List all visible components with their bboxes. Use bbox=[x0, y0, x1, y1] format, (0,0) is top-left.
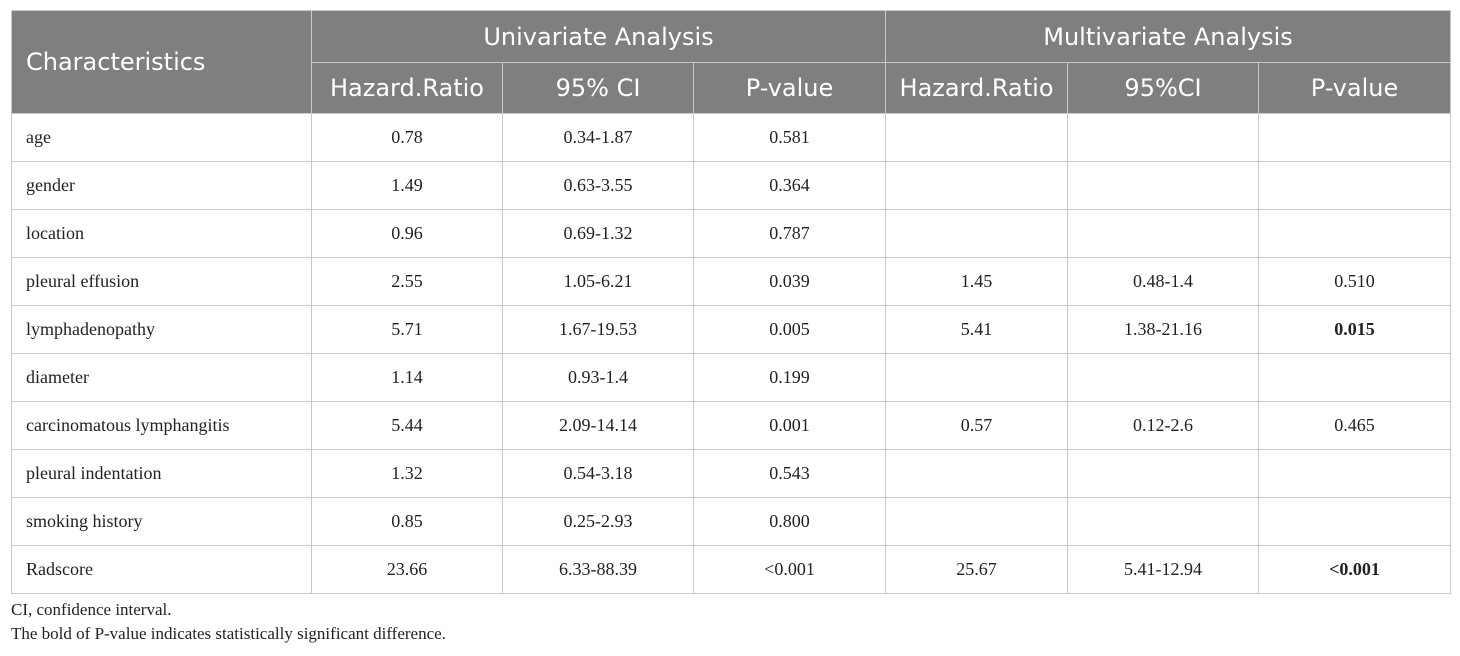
multi-ci-cell bbox=[1067, 353, 1260, 402]
multi-hazard-ratio-cell bbox=[885, 113, 1069, 162]
footnotes: CI, confidence interval. The bold of P-v… bbox=[11, 598, 446, 646]
uni-hazard-ratio-cell: 5.44 bbox=[311, 401, 503, 450]
table-row: pleural effusion 2.55 1.05-6.21 0.039 1.45 0.… bbox=[11, 257, 1452, 306]
uni-hazard-ratio-cell: 0.78 bbox=[311, 113, 503, 162]
uni-p-value-cell: 0.005 bbox=[692, 305, 887, 354]
multi-hazard-ratio-cell bbox=[885, 497, 1069, 546]
table-row: age 0.78 0.34-1.87 0.581 bbox=[11, 113, 1452, 162]
multi-hazard-ratio-header: Hazard.Ratio bbox=[885, 62, 1069, 114]
multi-ci-cell bbox=[1067, 209, 1260, 258]
row-label: pleural indentation bbox=[11, 449, 312, 498]
uni-p-value-cell: 0.800 bbox=[692, 497, 887, 546]
multi-p-value-cell bbox=[1258, 449, 1452, 498]
uni-ci-cell: 1.67-19.53 bbox=[502, 305, 694, 354]
multi-hazard-ratio-cell: 5.41 bbox=[885, 305, 1069, 354]
uni-hazard-ratio-cell: 23.66 bbox=[311, 545, 503, 594]
row-label: age bbox=[11, 113, 312, 162]
uni-ci-cell: 0.63-3.55 bbox=[502, 161, 694, 210]
multivariate-header: Multivariate Analysis bbox=[885, 10, 1452, 63]
uni-ci-cell: 0.93-1.4 bbox=[502, 353, 694, 402]
uni-ci-cell: 0.69-1.32 bbox=[502, 209, 694, 258]
multi-hazard-ratio-cell bbox=[885, 161, 1069, 210]
multi-p-value-cell bbox=[1258, 161, 1452, 210]
table-row: location 0.96 0.69-1.32 0.787 bbox=[11, 209, 1452, 258]
multi-p-value-cell bbox=[1258, 209, 1452, 258]
multi-p-value-cell bbox=[1258, 113, 1452, 162]
uni-p-value-header: P-value bbox=[692, 62, 887, 114]
uni-p-value-cell: <0.001 bbox=[692, 545, 887, 594]
characteristics-header: Characteristics bbox=[11, 10, 312, 114]
multi-p-value-cell: 0.015 bbox=[1258, 305, 1452, 354]
multi-p-value-header: P-value bbox=[1258, 62, 1452, 114]
multi-ci-cell bbox=[1067, 449, 1260, 498]
uni-hazard-ratio-header: Hazard.Ratio bbox=[311, 62, 503, 114]
uni-hazard-ratio-cell: 1.49 bbox=[311, 161, 503, 210]
table-row: diameter 1.14 0.93-1.4 0.199 bbox=[11, 353, 1452, 402]
multi-hazard-ratio-cell: 0.57 bbox=[885, 401, 1069, 450]
multi-hazard-ratio-cell: 25.67 bbox=[885, 545, 1069, 594]
row-label: pleural effusion bbox=[11, 257, 312, 306]
univariate-header: Univariate Analysis bbox=[310, 10, 887, 63]
row-label: diameter bbox=[11, 353, 312, 402]
uni-ci-cell: 0.54-3.18 bbox=[502, 449, 694, 498]
multi-ci-cell bbox=[1067, 497, 1260, 546]
multi-ci-cell bbox=[1067, 161, 1260, 210]
row-label: Radscore bbox=[11, 545, 312, 594]
multi-ci-cell: 0.12-2.6 bbox=[1067, 401, 1260, 450]
multi-p-value-cell: 0.510 bbox=[1258, 257, 1452, 306]
multi-hazard-ratio-cell: 1.45 bbox=[885, 257, 1069, 306]
table-row: pleural indentation 1.32 0.54-3.18 0.543 bbox=[11, 449, 1452, 498]
uni-p-value-cell: 0.543 bbox=[692, 449, 887, 498]
uni-hazard-ratio-cell: 0.85 bbox=[311, 497, 503, 546]
uni-ci-cell: 6.33-88.39 bbox=[502, 545, 694, 594]
table-row: smoking history 0.85 0.25-2.93 0.800 bbox=[11, 497, 1452, 546]
uni-p-value-cell: 0.039 bbox=[692, 257, 887, 306]
uni-hazard-ratio-cell: 5.71 bbox=[311, 305, 503, 354]
multi-hazard-ratio-cell bbox=[885, 209, 1069, 258]
row-label: smoking history bbox=[11, 497, 312, 546]
footnote-bold: The bold of P-value indicates statistica… bbox=[11, 624, 446, 643]
uni-p-value-cell: 0.787 bbox=[692, 209, 887, 258]
uni-p-value-cell: 0.364 bbox=[692, 161, 887, 210]
multi-ci-cell: 0.48-1.4 bbox=[1067, 257, 1260, 306]
uni-p-value-cell: 0.581 bbox=[692, 113, 887, 162]
uni-ci-cell: 0.34-1.87 bbox=[502, 113, 694, 162]
table-header: Characteristics Univariate Analysis Mult… bbox=[11, 10, 1452, 114]
table-row: carcinomatous lymphangitis 5.44 2.09-14.14… bbox=[11, 401, 1452, 450]
uni-ci-header: 95% CI bbox=[502, 62, 694, 114]
row-label: gender bbox=[11, 161, 312, 210]
uni-ci-cell: 2.09-14.14 bbox=[502, 401, 694, 450]
uni-hazard-ratio-cell: 1.14 bbox=[311, 353, 503, 402]
footnote-ci: CI, confidence interval. bbox=[11, 600, 172, 619]
uni-p-value-cell: 0.001 bbox=[692, 401, 887, 450]
table-row: lymphadenopathy 5.71 1.67-19.53 0.005 5.41 1.… bbox=[11, 305, 1452, 354]
uni-hazard-ratio-cell: 2.55 bbox=[311, 257, 503, 306]
uni-p-value-cell: 0.199 bbox=[692, 353, 887, 402]
multi-hazard-ratio-cell bbox=[885, 353, 1069, 402]
uni-hazard-ratio-cell: 0.96 bbox=[311, 209, 503, 258]
multi-ci-cell bbox=[1067, 113, 1260, 162]
row-label: carcinomatous lymphangitis bbox=[11, 401, 312, 450]
multi-hazard-ratio-cell bbox=[885, 449, 1069, 498]
multi-p-value-cell: 0.465 bbox=[1258, 401, 1452, 450]
multi-ci-header: 95%CI bbox=[1067, 62, 1260, 114]
multi-ci-cell: 5.41-12.94 bbox=[1067, 545, 1260, 594]
results-table: Characteristics Univariate Analysis Mult… bbox=[11, 10, 1452, 594]
row-label: location bbox=[11, 209, 312, 258]
multi-p-value-cell: <0.001 bbox=[1258, 545, 1452, 594]
uni-ci-cell: 0.25-2.93 bbox=[502, 497, 694, 546]
row-label: lymphadenopathy bbox=[11, 305, 312, 354]
table-body: age 0.78 0.34-1.87 0.581 gender 1.49 0.63-3.55… bbox=[11, 113, 1452, 594]
multi-p-value-cell bbox=[1258, 353, 1452, 402]
uni-hazard-ratio-cell: 1.32 bbox=[311, 449, 503, 498]
table-row: Radscore 23.66 6.33-88.39 <0.001 25.67 5.41-1… bbox=[11, 545, 1452, 594]
uni-ci-cell: 1.05-6.21 bbox=[502, 257, 694, 306]
multi-p-value-cell bbox=[1258, 497, 1452, 546]
table-row: gender 1.49 0.63-3.55 0.364 bbox=[11, 161, 1452, 210]
multi-ci-cell: 1.38-21.16 bbox=[1067, 305, 1260, 354]
